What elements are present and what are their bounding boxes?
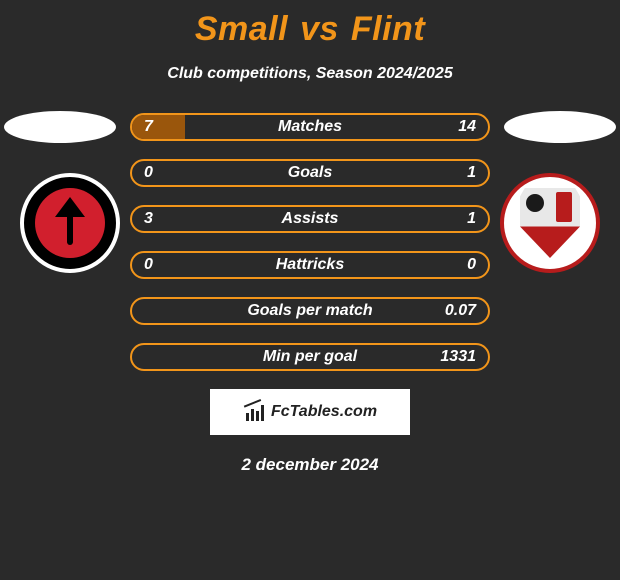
stat-bar-assists: 3 Assists 1 bbox=[130, 205, 490, 233]
sword-icon bbox=[67, 201, 73, 245]
stripe-icon bbox=[556, 192, 572, 222]
stat-bar-min-per-goal: Min per goal 1331 bbox=[130, 343, 490, 371]
stat-right-value: 1331 bbox=[440, 348, 476, 366]
brand-box: FcTables.com bbox=[210, 389, 410, 435]
stat-bar-goals-per-match: Goals per match 0.07 bbox=[130, 297, 490, 325]
fill-left bbox=[132, 115, 185, 139]
stat-bar-goals: 0 Goals 1 bbox=[130, 159, 490, 187]
stat-left-value: 0 bbox=[144, 256, 153, 274]
page-title: Smallvs Flint bbox=[0, 0, 620, 49]
stat-label: Assists bbox=[282, 210, 339, 228]
date-text: 2 december 2024 bbox=[0, 455, 620, 475]
stat-label: Min per goal bbox=[263, 348, 357, 366]
stat-right-value: 0 bbox=[467, 256, 476, 274]
crest-right bbox=[500, 173, 600, 273]
ellipse-right bbox=[504, 111, 616, 143]
stat-right-value: 0.07 bbox=[445, 302, 476, 320]
stat-right-value: 14 bbox=[458, 118, 476, 136]
stat-label: Goals bbox=[288, 164, 332, 182]
ellipse-left bbox=[4, 111, 116, 143]
stat-label: Matches bbox=[278, 118, 342, 136]
crest-left bbox=[20, 173, 120, 273]
stat-left-value: 0 bbox=[144, 164, 153, 182]
title-vs: vs bbox=[300, 10, 339, 48]
title-player2: Flint bbox=[351, 10, 425, 48]
stat-label: Hattricks bbox=[276, 256, 344, 274]
brand-text: FcTables.com bbox=[271, 403, 377, 421]
stat-label: Goals per match bbox=[247, 302, 372, 320]
title-player1: Small bbox=[195, 10, 288, 48]
stat-bar-matches: 7 Matches 14 bbox=[130, 113, 490, 141]
stat-right-value: 1 bbox=[467, 164, 476, 182]
stat-bar-hattricks: 0 Hattricks 0 bbox=[130, 251, 490, 279]
ball-icon bbox=[526, 194, 544, 212]
stat-bars: 7 Matches 14 0 Goals 1 3 Assists 1 0 Hat… bbox=[130, 113, 490, 371]
comparison-panel: 7 Matches 14 0 Goals 1 3 Assists 1 0 Hat… bbox=[0, 113, 620, 475]
stat-left-value: 3 bbox=[144, 210, 153, 228]
subtitle: Club competitions, Season 2024/2025 bbox=[0, 65, 620, 83]
crest-left-inner bbox=[35, 188, 105, 258]
stat-left-value: 7 bbox=[144, 118, 153, 136]
chart-icon bbox=[243, 401, 265, 423]
stat-right-value: 1 bbox=[467, 210, 476, 228]
crest-right-shield bbox=[520, 188, 580, 258]
